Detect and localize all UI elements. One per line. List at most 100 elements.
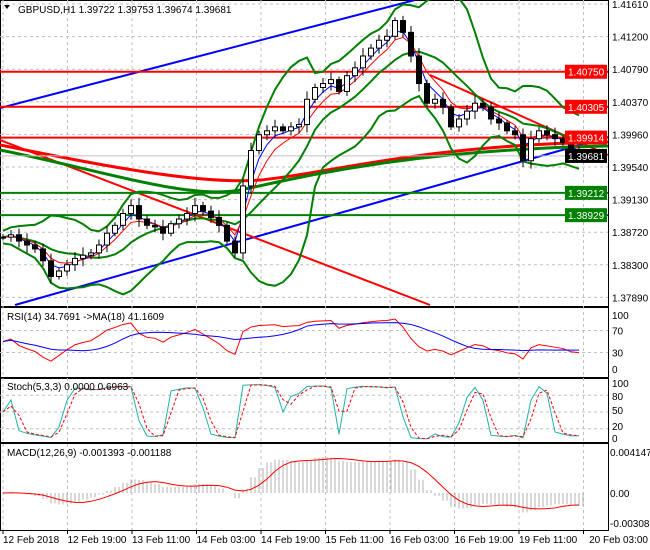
time-tick: 14 Feb 03:00 [197, 535, 256, 546]
candle-body [8, 234, 14, 238]
candle-body [544, 130, 550, 136]
band-upper [2, 0, 580, 233]
level-label: 1.40750 [568, 68, 605, 79]
candle-body [560, 138, 566, 144]
candle-body [176, 218, 182, 225]
stoch-tick: 20 [612, 422, 624, 433]
candle-body [504, 122, 510, 132]
trend-lines [0, 0, 609, 306]
candle-body [72, 257, 78, 266]
candle-body [288, 126, 294, 132]
price-tick: 1.39960 [612, 130, 649, 141]
level-label: 1.40305 [568, 103, 605, 114]
macd-signal-line [2, 458, 580, 510]
candles [0, 15, 582, 284]
symbol-header: GBPUSD,H1 1.39722 1.39753 1.39674 1.3968… [18, 5, 232, 16]
indicator-panels [0, 318, 608, 513]
level-tag [565, 64, 607, 79]
time-tick: 13 Feb 11:00 [132, 535, 191, 546]
rsi-line [2, 318, 580, 362]
time-tick: 14 Feb 19:00 [261, 535, 320, 546]
stoch-tick: 50 [612, 406, 624, 417]
candle-body [88, 252, 94, 256]
candle-body [256, 134, 262, 152]
level-label: 1.39212 [568, 189, 605, 200]
candle-body [552, 134, 558, 140]
candle-body [224, 224, 230, 242]
candle-body [400, 20, 406, 33]
current-price-tag [565, 148, 607, 163]
price-tick: 1.41610 [612, 0, 649, 11]
candle-body [328, 79, 334, 85]
candle-body [16, 234, 22, 242]
panel-frame [0, 443, 609, 531]
candle-body [296, 124, 302, 128]
candle-body [456, 118, 462, 128]
candle-body [40, 248, 46, 262]
candle-body [464, 110, 470, 120]
candle-body [384, 35, 390, 41]
resistance-line-1[interactable] [0, 139, 431, 306]
candle-body [272, 126, 278, 132]
candle-body [104, 232, 110, 246]
time-tick: 16 Feb 19:00 [455, 535, 514, 546]
candle-body [80, 254, 86, 259]
candle-body [416, 55, 422, 85]
price-tick: 1.39540 [612, 163, 649, 174]
candle-body [512, 130, 518, 136]
candle-body [48, 260, 54, 278]
candle-body [192, 205, 198, 215]
candle-body [0, 236, 6, 239]
candle-body [352, 67, 358, 77]
ma-red-thick [0, 140, 609, 183]
candle-body [336, 79, 342, 92]
time-tick: 15 Feb 11:00 [326, 535, 385, 546]
candle-body [280, 126, 286, 132]
collapse-arrow-icon[interactable] [4, 5, 10, 9]
candle-body [160, 226, 166, 234]
channel-upper-line[interactable] [0, 0, 416, 109]
candle-body [440, 98, 446, 108]
price-tick: 1.37890 [612, 293, 649, 304]
level-tag [565, 185, 607, 200]
candle-body [136, 205, 142, 220]
price-tick: 1.41200 [612, 33, 649, 44]
candle-body [200, 205, 206, 212]
candle-body [520, 134, 526, 162]
candle-body [24, 240, 30, 246]
time-tick: 16 Feb 03:00 [390, 535, 449, 546]
candle-body [64, 264, 70, 272]
rsi-label: RSI(14) 34.7691 ->MA(18) 41.1609 [7, 312, 164, 323]
candle-body [208, 210, 214, 218]
level-tag [565, 130, 607, 145]
price-tags: 1.40750 1.40305 1.39914 1.39212 1.38929 1.396… [565, 64, 607, 223]
macd-tick: 0.00 [610, 489, 630, 500]
candle-body [312, 86, 318, 100]
candle-body [304, 98, 310, 126]
rsi-tick: 100 [612, 311, 629, 322]
candle-body [392, 20, 398, 37]
grid [0, 0, 609, 531]
panel-frame [0, 378, 609, 443]
candle-body [248, 150, 254, 187]
candle-body [408, 31, 414, 57]
candle-body [184, 213, 190, 220]
candle-body [264, 130, 270, 136]
rsi-tick: 70 [612, 327, 624, 338]
level-label: 1.39914 [568, 134, 605, 145]
candle-body [488, 106, 494, 120]
level-label: 1.38929 [568, 211, 605, 222]
ma-green-thick [0, 144, 609, 194]
level-tag [565, 208, 607, 223]
candle-body [128, 205, 134, 215]
candle-body [32, 244, 38, 250]
candle-body [56, 270, 62, 278]
channel-lower-line[interactable] [14, 136, 609, 306]
level-tag [565, 99, 607, 114]
price-tick: 1.38300 [612, 261, 649, 272]
rsi-tick: 30 [612, 349, 624, 360]
rsi-ma-line [2, 322, 580, 352]
